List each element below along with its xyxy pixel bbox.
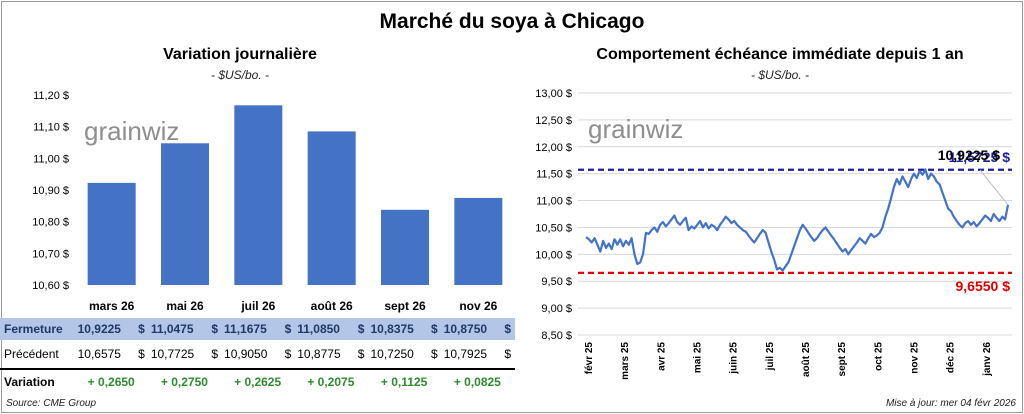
price-table: Fermeture 10,9225 $11,0475 $11,1675 $11,0850… [0, 318, 515, 394]
left-chart-units: - $US/bo. - [210, 68, 270, 82]
table-cell: 10,9050 $ [224, 347, 292, 361]
table-cell: 10,8775 $ [297, 347, 365, 361]
bar-x-category-label: sept 26 [384, 299, 426, 313]
bar-y-tick-label: 10,70 $ [32, 248, 69, 260]
line-x-tick-label: sept 25 [837, 342, 848, 377]
low-reference-label: 9,6550 $ [956, 278, 1011, 294]
bar-x-category-label: mars 26 [89, 299, 135, 313]
bar-x-category-label: août 26 [311, 299, 353, 313]
table-cell: 11,0475 $ [148, 318, 223, 340]
bar [454, 197, 503, 285]
line-y-tick-label: 10,00 $ [535, 249, 572, 261]
right-chart-units: - $US/bo. - [750, 68, 810, 82]
bar [161, 143, 209, 285]
table-cell: 10,6575 $ [77, 347, 145, 361]
table-cell: 10,9225 $ [75, 318, 149, 340]
line-x-tick-label: nov 25 [910, 342, 921, 374]
table-cell: 10,7250 $ [370, 347, 438, 361]
line-x-tick-label: mars 25 [620, 342, 631, 380]
line-y-tick-label: 12,00 $ [535, 142, 572, 154]
daily-variation-bar-chart: 10,60 $ 10,70 $ 10,80 $ 10,90 $ 11,00 $ 11,10… [32, 90, 503, 313]
last-value-label: 10,9225 $ [938, 147, 1000, 163]
row-label: Variation [0, 368, 76, 394]
line-x-tick-label: oct 25 [873, 342, 884, 371]
table-cell: + 0,2650 [75, 368, 149, 394]
bar-y-tick-label: 11,00 $ [33, 153, 69, 165]
line-y-tick-label: 9,50 $ [541, 276, 572, 288]
table-row: Variation + 0,2650 + 0,2750 + 0,2625 + 0,207… [0, 368, 515, 394]
price-series-line [585, 168, 1010, 272]
line-x-tick-label: mai 25 [693, 342, 704, 374]
table-cell: 10,7725 $ [150, 347, 219, 361]
line-x-tick-label: déc 25 [946, 342, 957, 374]
bar-y-tick-label: 11,20 $ [33, 90, 69, 102]
line-y-tick-label: 11,50 $ [536, 169, 572, 181]
table-cell: + 0,2750 [148, 368, 223, 394]
table-cell: + 0,2625 [222, 368, 296, 394]
line-y-tick-label: 13,00 $ [535, 88, 572, 100]
table-cell: 11,1675 $ [222, 318, 296, 340]
bar-x-category-label: nov 26 [459, 299, 497, 313]
table-cell: + 0,1125 [368, 368, 442, 394]
row-label: Fermeture [0, 318, 76, 340]
line-x-tick-label: janv 26 [982, 342, 993, 377]
left-chart-title: Variation journalière [163, 46, 317, 63]
line-watermark: grainwiz [588, 114, 683, 144]
line-y-tick-label: 10,50 $ [535, 222, 572, 234]
source-note: Source: CME Group [6, 398, 97, 409]
bar-y-tick-label: 10,80 $ [32, 217, 69, 229]
bar-x-category-label: mai 26 [166, 299, 204, 313]
bar [307, 131, 356, 285]
bar-y-tick-label: 10,90 $ [32, 185, 69, 197]
high-reference-label: 11,5725 $ [948, 149, 1010, 165]
table-cell: + 0,0825 [441, 368, 515, 394]
bar [87, 182, 136, 285]
main-title: Marché du soya à Chicago [379, 10, 645, 33]
line-y-tick-label: 11,00 $ [536, 196, 572, 208]
table-row: Fermeture 10,9225 $11,0475 $11,1675 $11,0850… [0, 318, 515, 340]
row-label: Précédent [4, 347, 59, 361]
line-x-tick-label: juin 25 [729, 342, 740, 375]
table-cell: 11,0850 $ [295, 318, 369, 340]
line-x-tick-label: févr 25 [584, 342, 595, 375]
last-value-leader-line [979, 169, 1009, 206]
bar-watermark: grainwiz [84, 116, 179, 146]
bar [234, 105, 283, 286]
line-x-tick-label: juil 25 [765, 342, 776, 372]
line-y-tick-label: 8,50 $ [541, 330, 572, 342]
line-y-tick-label: 9,00 $ [541, 303, 572, 315]
table-cell: 10,7925 $ [443, 347, 511, 361]
table-cell: 10,8375 $ [368, 318, 442, 340]
table-row: Précédent 10,6575 $ 10,7725 $ 10,9050 $ 10,8775… [0, 340, 515, 369]
line-x-tick-label: août 25 [801, 342, 812, 377]
table-cell: 10,8750 $ [441, 318, 515, 340]
table-cell: + 0,2075 [295, 368, 369, 394]
bar-y-tick-label: 10,60 $ [32, 280, 69, 292]
right-chart-title: Comportement échéance immédiate depuis 1… [596, 46, 964, 63]
update-note: Mise à jour: mer 04 févr 2026 [885, 398, 1016, 409]
bar-x-category-label: juil 26 [240, 299, 275, 313]
bar [381, 209, 429, 285]
line-y-tick-label: 12,50 $ [535, 115, 572, 127]
line-x-tick-label: avr 25 [656, 342, 667, 371]
bar-y-tick-label: 11,10 $ [33, 122, 69, 134]
one-year-line-chart: 8,50 $ 9,00 $ 9,50 $ 10,00 $ 10,50 $ 11,00 $ 1… [535, 88, 1012, 380]
